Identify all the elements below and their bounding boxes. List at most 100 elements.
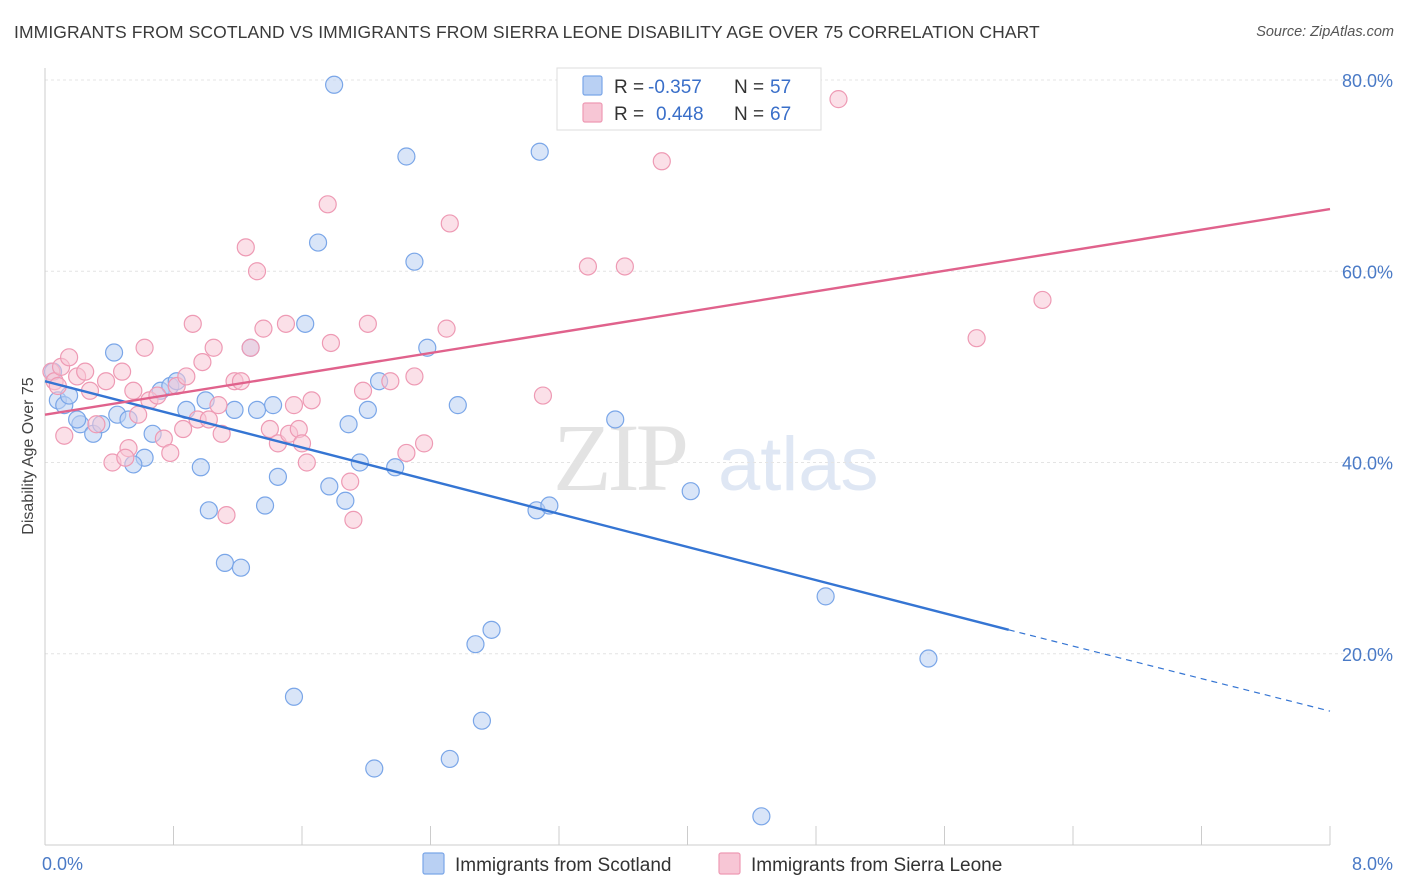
data-point [320,477,339,496]
series-legend: Immigrants from Scotland Immigrants from… [422,852,1002,876]
legend-n-label-sierra-leone: N = [734,104,764,125]
legend-r-label-sierra-leone: R = [614,104,644,125]
y-axis-label: Disability Age Over 75 [20,377,37,535]
data-point [241,338,260,357]
y-tick-label: 80.0% [1342,71,1393,91]
x-tick-label-min: 0.0% [42,854,83,874]
data-point [321,333,341,353]
trend-line-0 [44,380,1010,632]
data-point [919,649,938,668]
data-point [344,510,363,529]
data-point [225,400,244,420]
data-point [967,329,986,348]
data-point [255,496,275,515]
data-point [297,453,316,472]
trend-extension-0 [1008,629,1331,712]
data-point [59,348,79,367]
data-point [325,75,344,94]
data-point [448,396,467,415]
data-point [284,687,304,706]
data-point [236,238,255,257]
data-point [397,147,416,166]
data-point [578,257,598,276]
legend-swatch-scotland [582,75,603,96]
data-point [381,372,400,391]
data-point [209,396,228,415]
data-point [606,410,625,429]
data-point [135,338,154,357]
data-point [336,491,355,510]
data-point [177,367,196,386]
data-point [263,396,283,415]
data-point [116,448,135,467]
data-point [199,501,218,520]
data-point [308,233,328,252]
data-point [440,214,459,233]
legend-n-value-sierra-leone: 67 [770,104,791,125]
data-points [42,75,1052,826]
data-point [405,367,424,386]
trend-lines [44,207,1331,712]
data-point [482,620,501,639]
data-point [231,558,251,577]
watermark: ZIP atlas [553,404,879,511]
data-point [397,443,416,463]
data-point [615,257,634,276]
data-point [652,152,671,171]
data-point [268,467,288,486]
legend: R = -0.357 N = 57 R = 0.448 N = 67 [556,67,822,131]
data-point [530,142,549,161]
data-point [752,807,771,826]
data-point [339,415,358,434]
data-point [353,381,373,400]
data-point [1033,290,1052,310]
data-point [215,553,234,573]
data-point [247,262,267,281]
x-tick-label-max: 8.0% [1352,854,1393,874]
data-point [87,415,106,434]
chart-source: Source: ZipAtlas.com [1256,24,1394,40]
legend-r-label-scotland: R = [614,77,644,98]
data-point [276,314,296,333]
axes [44,68,1331,846]
trend-line-1 [44,207,1331,416]
data-point [129,405,148,424]
data-point [217,505,236,525]
data-point [68,410,87,429]
data-point [358,400,377,420]
data-point [183,314,202,333]
data-point [55,426,74,445]
series-label-scotland: Immigrants from Scotland [455,855,671,876]
tick-labels: 20.0% 40.0% 60.0% 80.0% 0.0% 8.0% [42,71,1393,874]
data-point [437,319,456,338]
data-point [472,711,491,730]
watermark-atlas: atlas [718,422,879,507]
y-tick-label: 40.0% [1342,454,1393,474]
y-tick-label: 60.0% [1342,262,1393,282]
series-label-sierra-leone: Immigrants from Sierra Leone [751,855,1002,876]
data-point [414,434,434,453]
data-point [681,482,700,501]
chart-title: IMMIGRANTS FROM SCOTLAND VS IMMIGRANTS F… [14,22,1040,42]
data-point [193,352,212,372]
data-point [260,419,279,439]
data-point [296,314,315,333]
data-point [358,314,377,333]
data-point [212,424,231,443]
legend-n-label-scotland: N = [734,77,764,98]
data-point [829,90,848,109]
data-point [204,338,223,357]
data-point [191,458,210,477]
data-point [161,443,180,463]
legend-r-value-sierra-leone: 0.448 [656,104,704,125]
legend-n-value-scotland: 57 [770,77,791,98]
legend-swatch-sierra-leone [582,102,603,123]
data-point [104,343,124,362]
data-point [533,386,553,405]
data-point [405,252,424,271]
data-point [341,472,360,491]
data-point [76,362,95,381]
data-point [365,759,384,778]
series-swatch-scotland [422,852,445,875]
